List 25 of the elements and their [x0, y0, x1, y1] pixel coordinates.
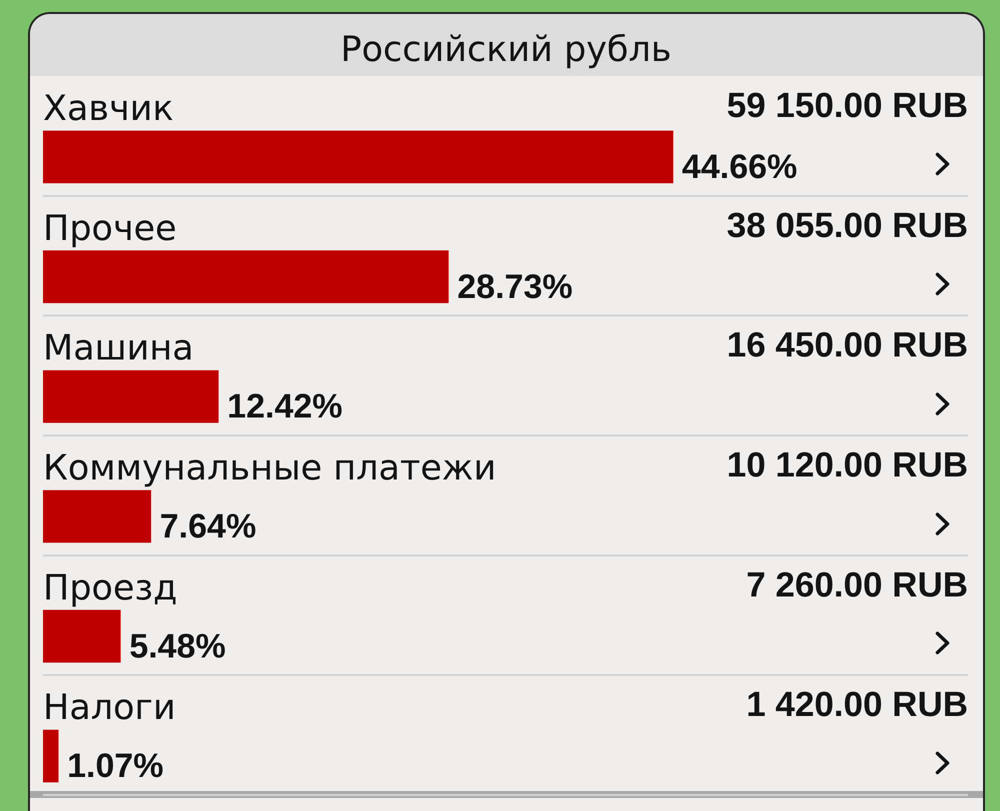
annotation: 1.07%: [67, 747, 164, 786]
chart-title: Российский рубль: [340, 30, 672, 70]
annotation: 44.66%: [682, 148, 798, 186]
data-label: 7 260.00 RUB: [746, 565, 968, 604]
bar: [43, 130, 674, 184]
bar: [43, 610, 121, 663]
y-tick-label: Прочее: [43, 208, 177, 249]
bar: [43, 370, 219, 423]
y-tick-label: Хавчик: [43, 89, 174, 129]
data-label: 38 055.00 RUB: [726, 206, 968, 245]
y-tick-label: Коммунальные платежи: [43, 448, 496, 488]
y-tick-label: Машина: [43, 328, 194, 369]
data-label: 10 120.00 RUB: [726, 446, 968, 484]
data-label: 16 450.00 RUB: [726, 326, 968, 365]
annotation: 28.73%: [457, 268, 573, 306]
data-label: 1 420.00 RUB: [746, 685, 968, 724]
y-tick-label: Проезд: [43, 568, 178, 608]
data-label: 59 150.00 RUB: [726, 86, 968, 125]
annotation: 7.64%: [160, 508, 256, 546]
annotation: 12.42%: [227, 388, 343, 426]
bar: [43, 250, 449, 304]
bar: [43, 730, 58, 782]
bar: [43, 490, 152, 543]
annotation: 5.48%: [129, 627, 226, 666]
y-tick-label: Налоги: [43, 688, 176, 728]
